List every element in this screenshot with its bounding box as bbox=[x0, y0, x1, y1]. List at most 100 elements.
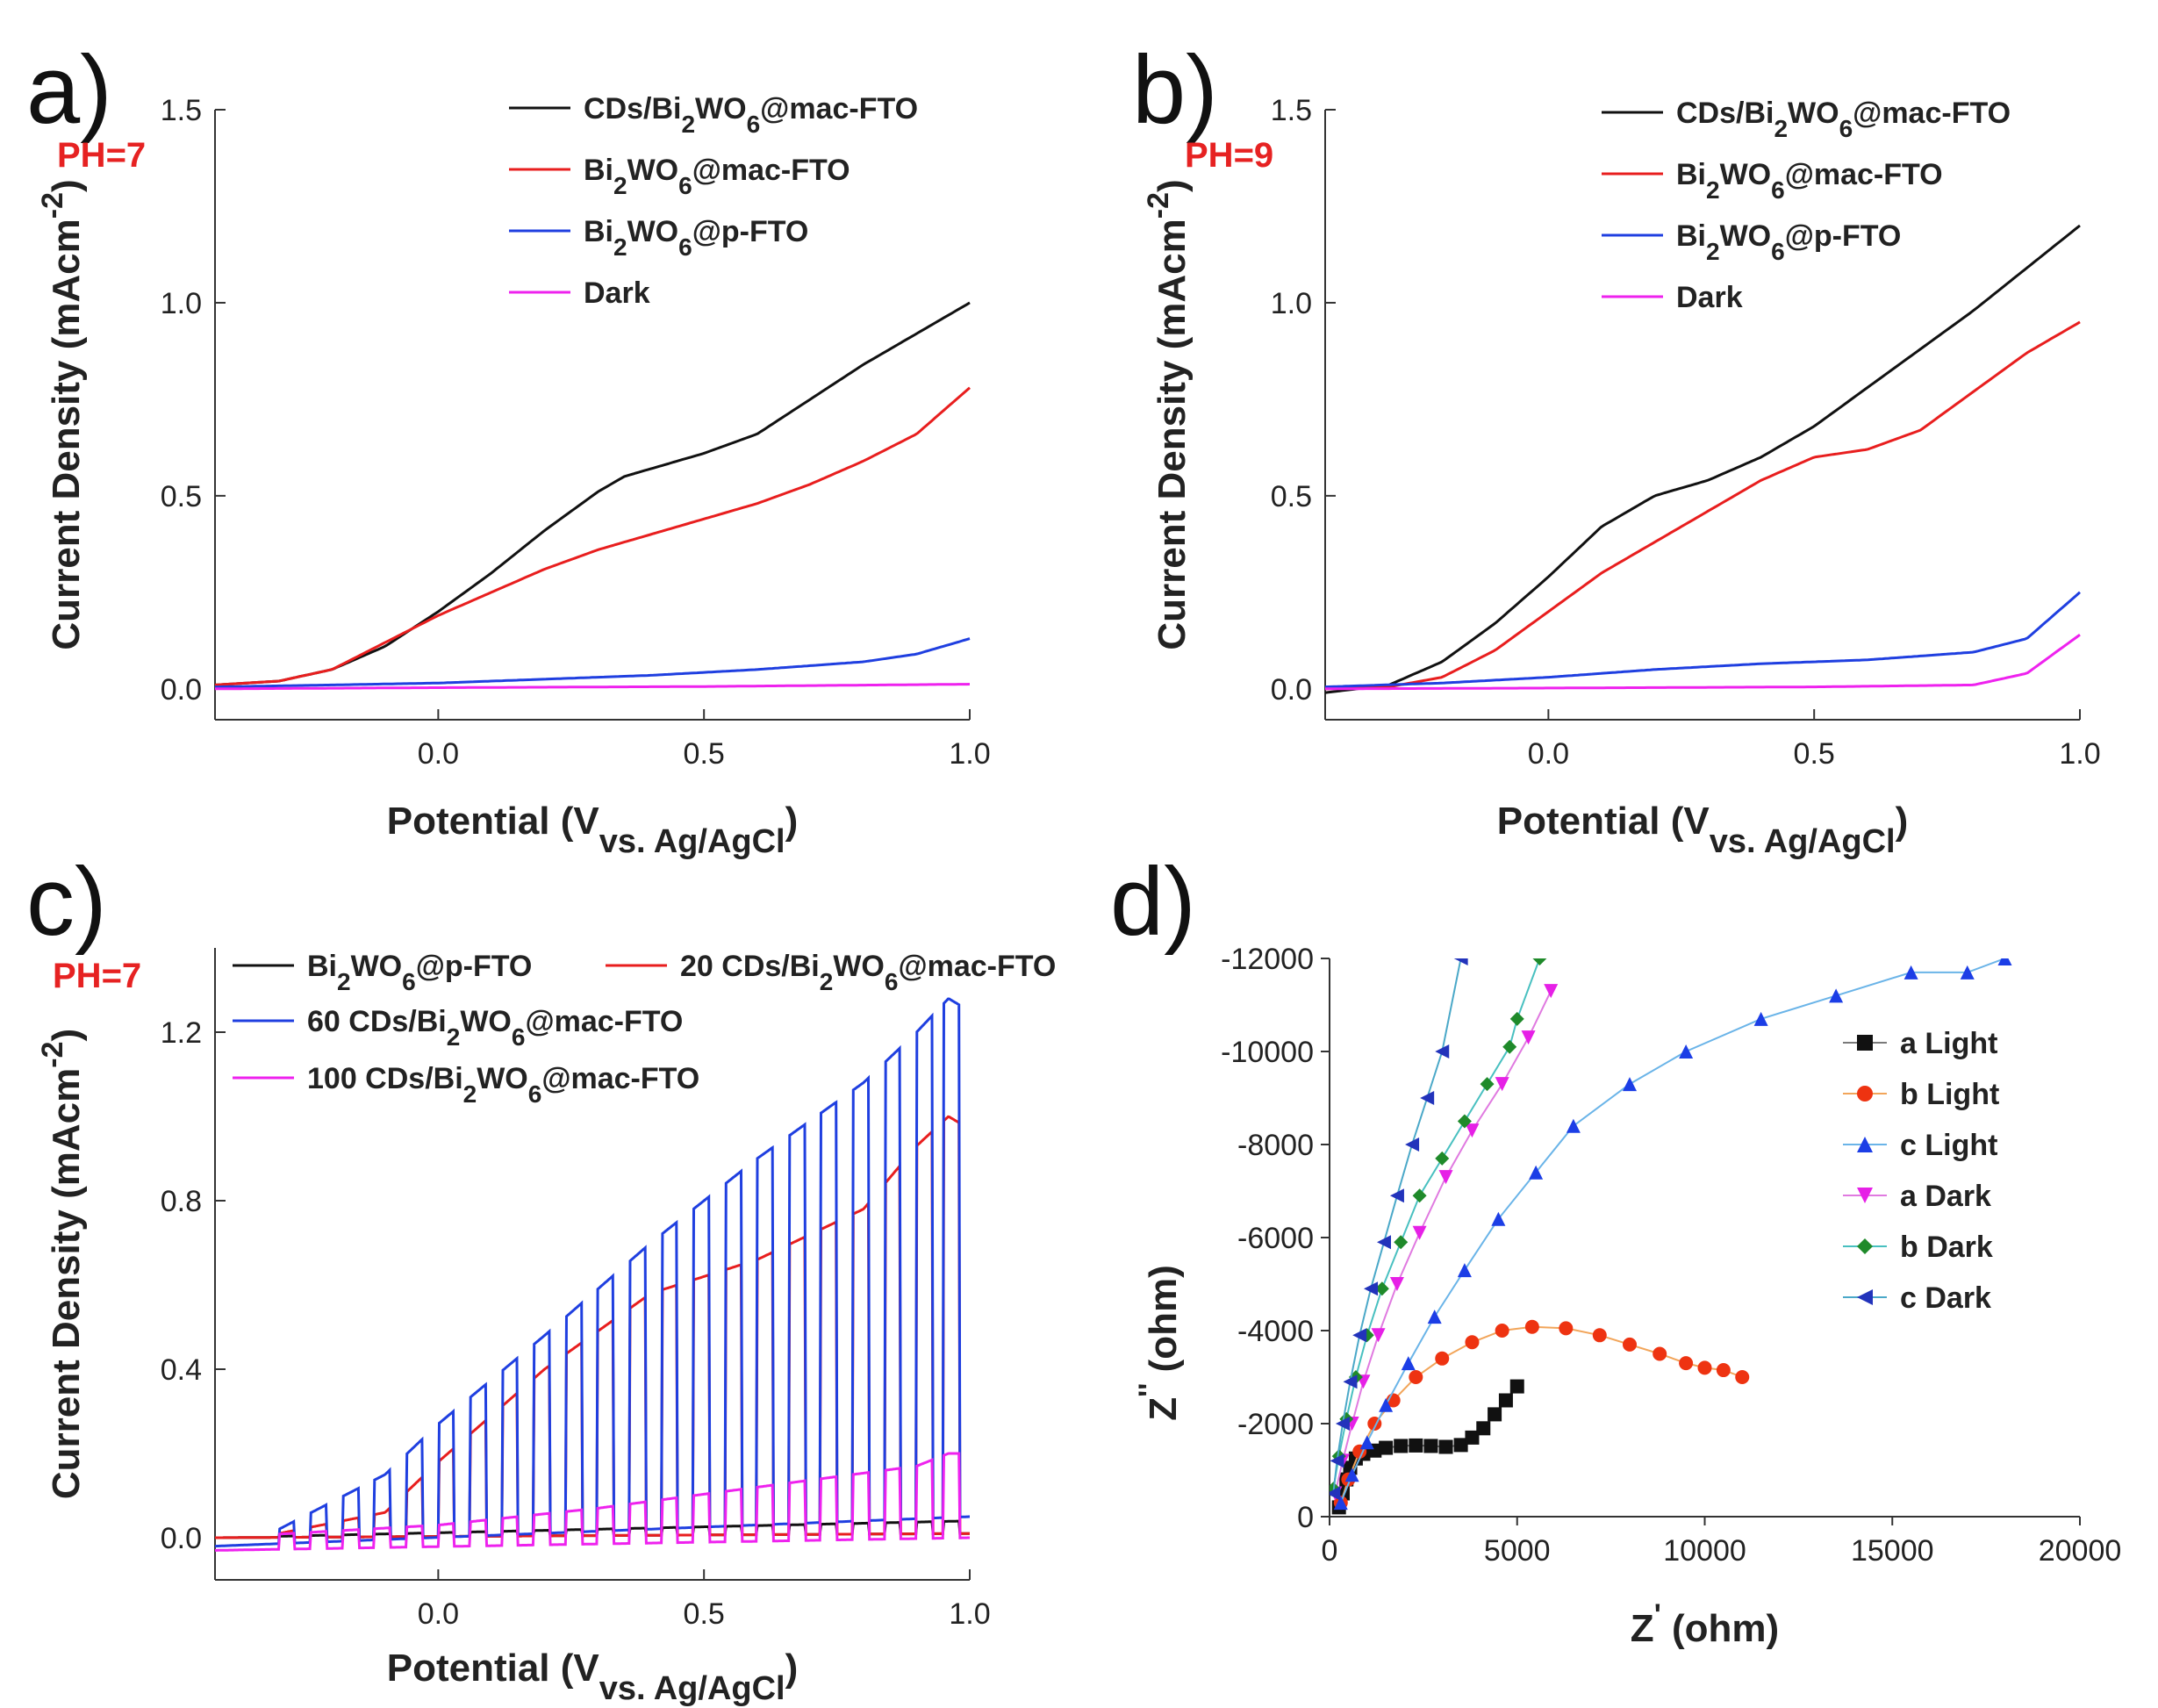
panel-a-series-1 bbox=[214, 386, 971, 686]
panel-d-point-4 bbox=[1412, 1188, 1427, 1203]
panel-d-y-tick-label: -10000 bbox=[1221, 1036, 1314, 1069]
panel-d-point-5 bbox=[1420, 1091, 1435, 1105]
panel-b-y-tick-label: 0.5 bbox=[1271, 480, 1312, 513]
panel-d-point-1 bbox=[1735, 1370, 1750, 1384]
panel-d-y-tick-label: -8000 bbox=[1237, 1129, 1314, 1162]
panel-c-y-tick-label: 1.2 bbox=[161, 1016, 202, 1050]
panel-d-point-0 bbox=[1488, 1407, 1502, 1422]
panel-d-point-0 bbox=[1453, 1438, 1468, 1453]
panel-d-point-2 bbox=[1359, 1435, 1374, 1450]
panel-a-x-tick-label: 0.5 bbox=[684, 737, 725, 771]
panel-d-point-5 bbox=[1435, 1044, 1450, 1059]
panel-a-series-3 bbox=[215, 683, 971, 691]
panel-d-point-2 bbox=[1753, 1011, 1768, 1026]
panel-d-point-4 bbox=[1457, 1114, 1472, 1129]
panel-d-y-tick-label: -4000 bbox=[1237, 1315, 1314, 1348]
panel-b-y-tick-label: 1.0 bbox=[1271, 287, 1312, 320]
panel-d-plot-area bbox=[1330, 958, 2012, 1515]
panel-d-legend-3-label: a Dark bbox=[1900, 1180, 1991, 1213]
panel-c-y-tick-label: 0.4 bbox=[161, 1353, 202, 1387]
panel-a-series-0 bbox=[214, 301, 971, 686]
panel-d-point-2 bbox=[1401, 1356, 1416, 1371]
panel-d-legend-1-label: b Light bbox=[1900, 1078, 1999, 1111]
panel-a-ph-label: PH=7 bbox=[57, 136, 146, 175]
panel-d-point-1 bbox=[1495, 1324, 1509, 1338]
panel-d-point-2 bbox=[1960, 965, 1975, 980]
panel-c-x-tick-label: 1.0 bbox=[949, 1597, 990, 1631]
panel-d-point-5 bbox=[1343, 1374, 1358, 1389]
panel-d-point-5 bbox=[1389, 1188, 1404, 1203]
panel-a-legend-1-label: Bi2WO6@mac-FTO bbox=[584, 154, 850, 199]
panel-c-x-tick-label: 0.5 bbox=[684, 1597, 725, 1631]
panel-d-point-0 bbox=[1465, 1430, 1480, 1445]
panel-d-point-3 bbox=[1465, 1123, 1480, 1138]
panel-b-y-tick-label: 0.0 bbox=[1271, 673, 1312, 707]
panel-a-letter: a) bbox=[26, 36, 112, 144]
panel-a-legend-2-label: Bi2WO6@p-FTO bbox=[584, 215, 808, 261]
panel-b-letter: b) bbox=[1132, 36, 1218, 144]
panel-c-x-axis-title: Potential (Vvs. Ag/AgCl) bbox=[387, 1647, 799, 1707]
panel-d-legend-marker-1 bbox=[1857, 1086, 1873, 1102]
panel-d-legend-4-label: b Dark bbox=[1900, 1231, 1993, 1264]
panel-d-point-2 bbox=[1491, 1211, 1506, 1226]
panel-d-point-5 bbox=[1376, 1235, 1391, 1250]
panel-d-point-3 bbox=[1371, 1328, 1386, 1343]
panel-c-chart: 0.0 0.5 1.0 0.0 0.4 0.8 1.2 Potential (Vvs. Ag/… bbox=[36, 948, 1056, 1707]
panel-d-point-2 bbox=[1679, 1044, 1694, 1059]
panel-d-legend-marker-3 bbox=[1857, 1188, 1873, 1203]
panel-d-series-line-1 bbox=[1339, 1325, 1743, 1503]
panel-d-x-tick-label: 0 bbox=[1322, 1534, 1338, 1568]
panel-c-y-tick-label: 0.8 bbox=[161, 1185, 202, 1218]
panel-c-y-tick-label: 0.0 bbox=[161, 1522, 202, 1555]
panel-d-point-4 bbox=[1480, 1077, 1495, 1092]
panel-d-point-3 bbox=[1389, 1277, 1404, 1291]
panel-d-point-1 bbox=[1697, 1360, 1712, 1375]
panel-b-y-axis-title: Current Density (mAcm-2) bbox=[1142, 179, 1194, 649]
panel-d-point-2 bbox=[1529, 1165, 1544, 1180]
panel-c-legend-1-label: 20 CDs/Bi2WO6@mac-FTO bbox=[680, 950, 1056, 995]
panel-d-point-1 bbox=[1465, 1335, 1480, 1350]
panel-d-point-5 bbox=[1364, 1281, 1379, 1296]
panel-d-point-2 bbox=[1333, 1496, 1348, 1511]
panel-a-y-tick-label: 0.0 bbox=[161, 673, 202, 707]
panel-d-point-4 bbox=[1509, 1011, 1524, 1026]
panel-d-x-tick-label: 10000 bbox=[1663, 1534, 1746, 1568]
panel-d-point-0 bbox=[1394, 1439, 1409, 1453]
panel-a-y-tick-label: 0.5 bbox=[161, 480, 202, 513]
panel-d-x-tick-label: 5000 bbox=[1484, 1534, 1551, 1568]
panel-a-legend-3-label: Dark bbox=[584, 276, 650, 310]
panel-d-point-4 bbox=[1374, 1281, 1389, 1296]
panel-d-y-axis-title: Z'' (ohm) bbox=[1133, 1265, 1185, 1420]
panel-b-series-2 bbox=[1324, 591, 2081, 689]
panel-d-legend-marker-4 bbox=[1857, 1238, 1873, 1254]
panel-d-point-1 bbox=[1559, 1321, 1574, 1336]
panel-c-legend-0-label: Bi2WO6@p-FTO bbox=[307, 950, 532, 995]
panel-d-point-5 bbox=[1330, 1486, 1341, 1501]
panel-d-point-1 bbox=[1524, 1319, 1539, 1334]
panel-d-point-5 bbox=[1335, 1417, 1350, 1431]
panel-b-ph-label: PH=9 bbox=[1185, 136, 1273, 175]
panel-d-chart: 0 5000 10000 15000 20000 0 -2000 -4000 -6000 -800… bbox=[1133, 943, 2121, 1650]
panel-d-point-2 bbox=[1997, 958, 2012, 965]
panel-c-ph-label: PH=7 bbox=[53, 957, 141, 995]
panel-a-legend-0-label: CDs/Bi2WO6@mac-FTO bbox=[584, 92, 918, 138]
panel-d-point-3 bbox=[1544, 984, 1559, 999]
panel-c-letter: c) bbox=[26, 848, 107, 956]
panel-a-chart: 0.0 0.5 1.0 0.0 0.5 1.0 1.5 Potential (Vvs. Ag/… bbox=[36, 92, 991, 860]
panel-b-x-axis-title: Potential (Vvs. Ag/AgCl) bbox=[1497, 800, 1909, 860]
panel-b-y-tick-label: 1.5 bbox=[1271, 94, 1312, 127]
panel-d-point-2 bbox=[1379, 1397, 1394, 1412]
panel-d-point-2 bbox=[1427, 1310, 1442, 1324]
panel-b-series-1 bbox=[1324, 320, 2081, 691]
panel-d-y-tick-label: -2000 bbox=[1237, 1408, 1314, 1441]
panel-d-point-0 bbox=[1438, 1439, 1453, 1454]
panel-b-chart: 0.0 0.5 1.0 0.0 0.5 1.0 1.5 Potential (Vvs. Ag/… bbox=[1142, 94, 2101, 860]
panel-d-point-4 bbox=[1394, 1235, 1409, 1250]
panel-a-series-2 bbox=[215, 637, 971, 689]
panel-d-point-1 bbox=[1623, 1337, 1637, 1352]
panel-d-point-2 bbox=[1344, 1468, 1359, 1482]
panel-d-y-tick-label: -6000 bbox=[1237, 1222, 1314, 1255]
panel-a-y-tick-label: 1.0 bbox=[161, 287, 202, 320]
panel-d-point-4 bbox=[1532, 958, 1547, 965]
